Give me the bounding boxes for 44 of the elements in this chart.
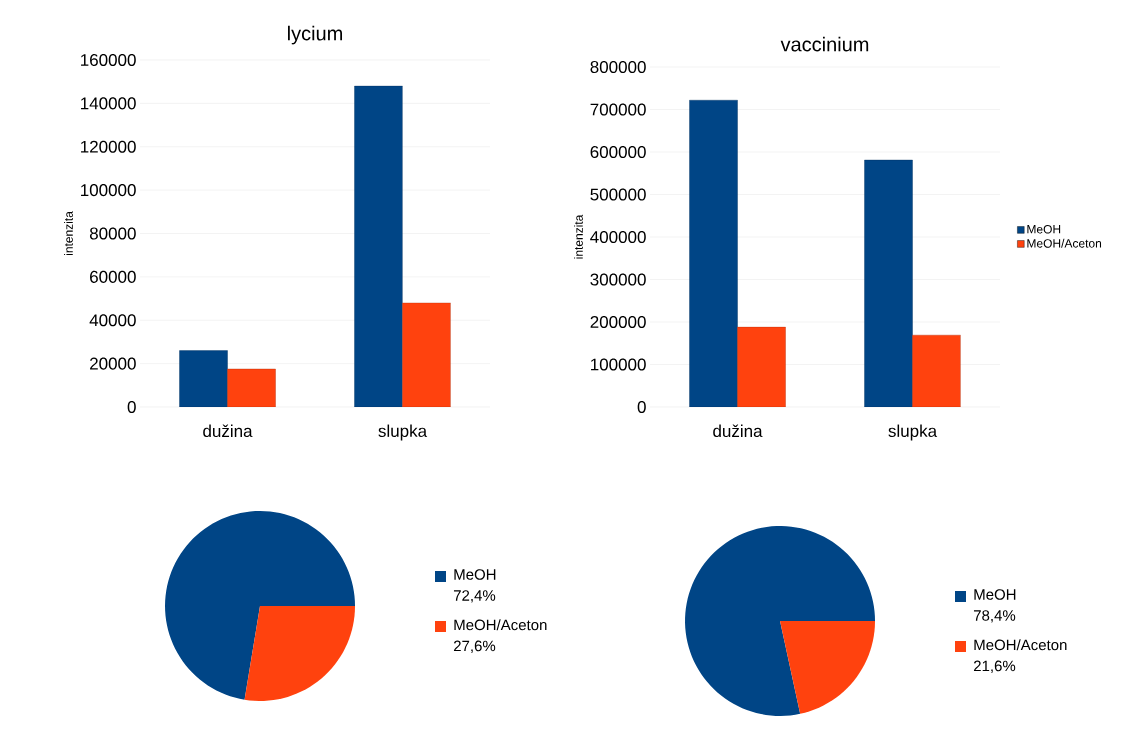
y-tick-label: 800000 xyxy=(590,60,646,74)
bar xyxy=(227,368,276,407)
legend-label: MeOH/Aceton xyxy=(1027,238,1102,248)
data-label: 21,6% xyxy=(973,660,1016,673)
bar xyxy=(402,302,451,407)
chart-title: vaccinium xyxy=(780,36,869,52)
y-tick-label: 100000 xyxy=(81,184,136,197)
legend-label: MeOH/Aceton xyxy=(454,619,547,631)
y-tick-label: 140000 xyxy=(81,97,136,110)
bar xyxy=(864,159,913,407)
y-tick-label: 100000 xyxy=(591,358,646,371)
bar xyxy=(354,85,403,407)
y-tick-label: 120000 xyxy=(81,140,136,153)
y-tick-label: 600000 xyxy=(590,145,646,159)
y-tick-label: 300000 xyxy=(590,273,646,286)
y-axis-title: intenzita xyxy=(64,211,73,256)
x-tick-label: slupka xyxy=(888,424,938,441)
legend-label: MeOH xyxy=(454,569,496,580)
y-tick-label: 500000 xyxy=(590,188,646,201)
y-tick-label: 400000 xyxy=(590,230,646,244)
chart-title: lycium xyxy=(288,25,343,45)
y-tick-label: 60000 xyxy=(90,270,136,283)
legend-label: MeOH xyxy=(974,589,1016,600)
bar xyxy=(912,334,961,407)
x-tick-label: dužina xyxy=(203,424,253,438)
y-tick-label: 80000 xyxy=(89,227,136,240)
data-label: 27,6% xyxy=(453,640,496,653)
y-tick-label: 200000 xyxy=(590,315,646,329)
y-tick-label: 0 xyxy=(637,400,646,414)
x-tick-label: dužina xyxy=(713,424,763,438)
x-tick-label: slupka xyxy=(378,424,428,441)
y-tick-label: 20000 xyxy=(90,357,136,370)
bar xyxy=(179,350,228,407)
y-tick-label: 40000 xyxy=(89,314,136,327)
bar xyxy=(689,99,738,407)
bar xyxy=(737,326,786,407)
legend-label: MeOH/Aceton xyxy=(974,639,1067,651)
y-axis-title: intenzita xyxy=(574,214,583,259)
data-label: 78,4% xyxy=(973,610,1016,623)
y-tick-label: 700000 xyxy=(590,103,646,116)
y-tick-label: 160000 xyxy=(81,53,136,67)
legend-label: MeOH xyxy=(1027,224,1061,234)
y-tick-label: 0 xyxy=(127,400,136,414)
data-label: 72,4% xyxy=(453,590,496,603)
